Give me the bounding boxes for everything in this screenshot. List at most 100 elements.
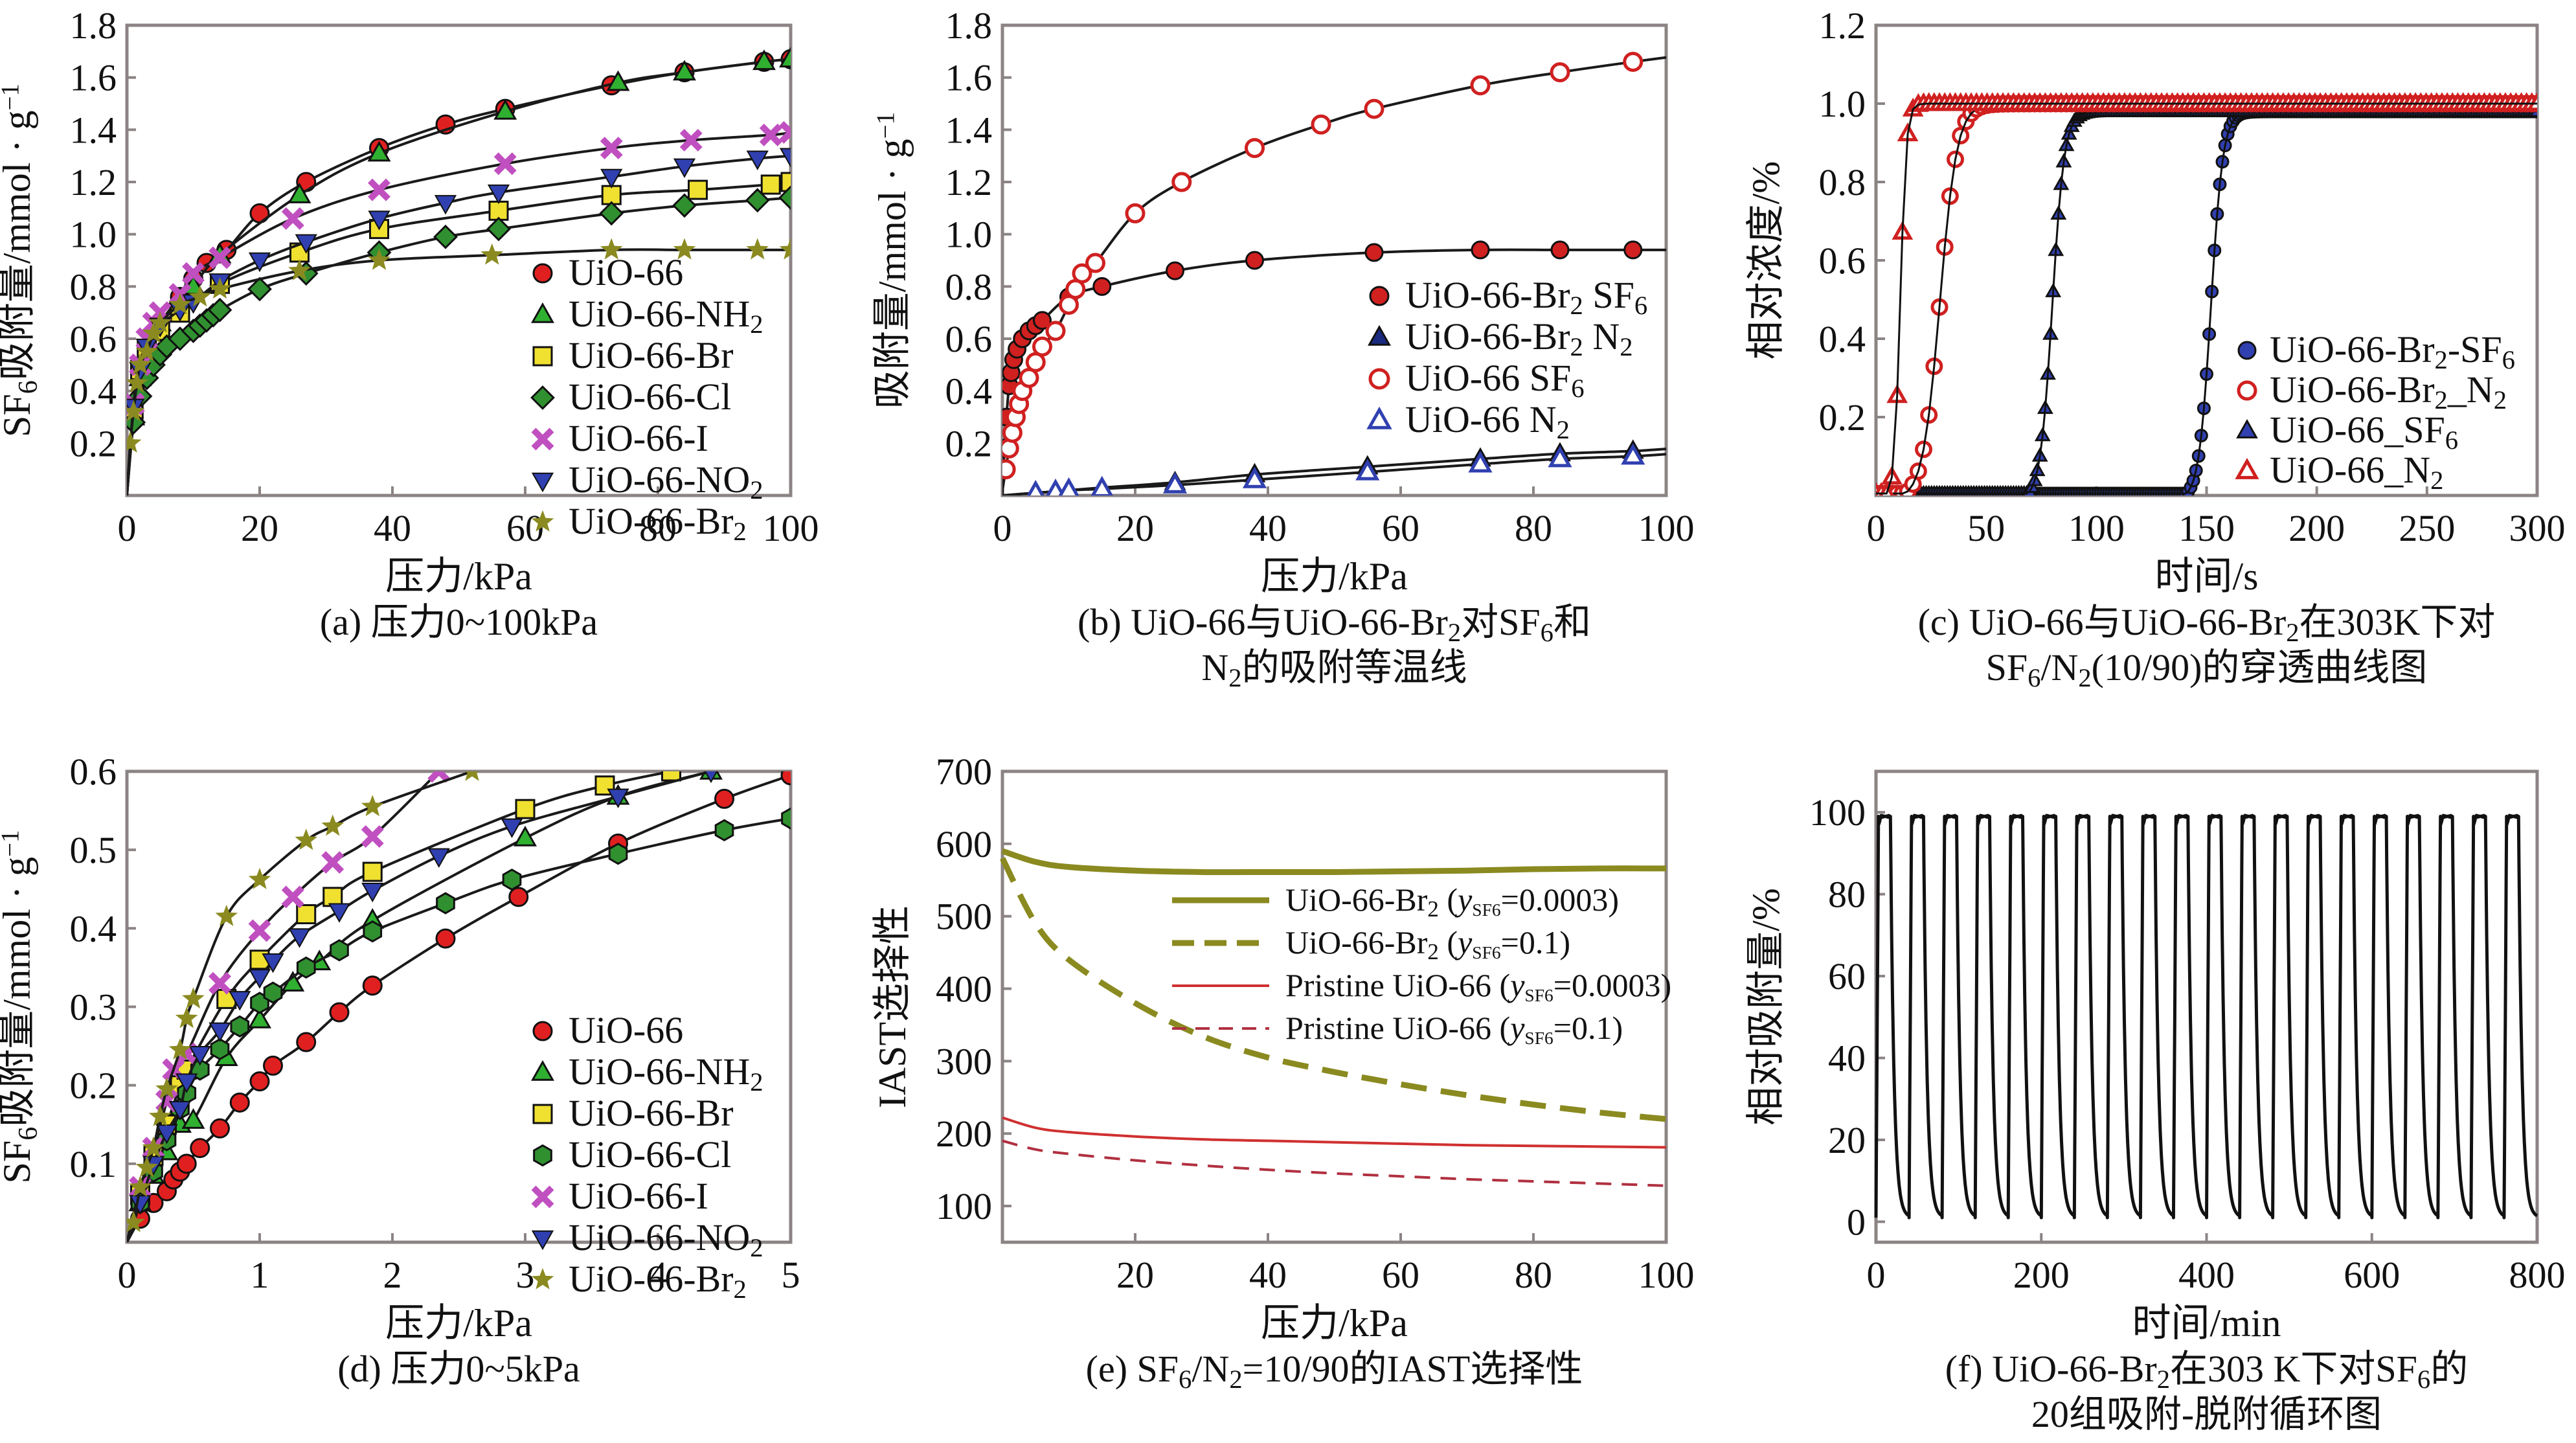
y-tick-label: 0.2	[70, 422, 117, 464]
data-point	[368, 210, 390, 231]
y-tick-label: 100	[936, 1185, 992, 1227]
data-point	[673, 158, 696, 178]
legend-marker	[531, 302, 554, 323]
legend-label: UiO-66-Br2 (ySF6=0.0003)	[1285, 881, 1619, 922]
data-point	[181, 1108, 205, 1129]
data-point	[673, 238, 696, 260]
legend-label: UiO-66-I	[569, 417, 708, 459]
data-point	[1245, 251, 1264, 270]
data-point	[608, 843, 628, 865]
series-line-1	[999, 857, 1667, 1122]
data-point	[155, 1077, 178, 1099]
y-tick-label: 0.4	[70, 370, 117, 413]
data-point	[436, 892, 455, 915]
panel-d-adsorption-0-5kPa: 0 1 2 3 4 5 0.1 0.2 0.3 0.4 0.5 0.6 压力/kPa SF6吸附量/mmo…	[0, 751, 800, 1390]
legend-label: UiO-66 SF6	[1405, 357, 1585, 403]
legend-marker	[2236, 418, 2258, 438]
data-point	[248, 969, 271, 989]
x-tick-label: 80	[1515, 507, 1552, 549]
y-tick-label: 1.8	[945, 5, 993, 47]
data-point	[321, 851, 345, 874]
x-tick-label: 5	[782, 1254, 800, 1296]
data-point	[215, 904, 238, 926]
y-tick-label: 300	[936, 1040, 992, 1082]
data-point	[679, 129, 703, 152]
data-point	[368, 248, 390, 270]
data-point	[295, 828, 318, 850]
data-point	[672, 193, 697, 218]
data-point	[296, 956, 316, 979]
data-point	[361, 825, 384, 848]
data-point	[1471, 240, 1490, 260]
x-tick-label: 200	[2013, 1254, 2070, 1296]
panel-caption: (b) UiO-66与UiO-66-Br2对SF6和	[1078, 601, 1591, 647]
plot-frame	[125, 23, 793, 497]
data-point	[1242, 466, 1267, 488]
data-point	[781, 807, 791, 830]
data-point	[508, 887, 529, 907]
data-point	[779, 47, 791, 68]
series-0	[127, 771, 791, 1242]
y-tick-label: 80	[1828, 874, 1866, 916]
series-line-0	[1001, 848, 1667, 876]
x-axis-label: 压力/kPa	[1261, 555, 1408, 598]
series-6	[127, 238, 791, 495]
y-axis-label: IAST选择性	[871, 905, 914, 1108]
x-tick-label: 80	[1515, 1254, 1552, 1296]
x-axis-label: 压力/kPa	[1261, 1302, 1408, 1345]
legend-marker	[1369, 286, 1390, 306]
data-point	[248, 868, 271, 889]
data-point	[1621, 443, 1645, 465]
y-tick-label: 1.6	[70, 57, 117, 99]
data-point	[190, 1138, 210, 1159]
data-point	[427, 848, 450, 868]
y-tick-label: 0.2	[70, 1065, 117, 1107]
data-point	[1090, 475, 1113, 495]
y-tick-label: 1.2	[1819, 5, 1866, 47]
panel-caption: (d) 压力0~5kPa	[337, 1348, 580, 1390]
data-point	[1550, 62, 1570, 83]
x-tick-label: 2	[383, 1254, 402, 1296]
y-tick-label: 0.4	[945, 370, 993, 413]
legend-label: UiO-66_N2	[2270, 449, 2443, 495]
data-point	[434, 195, 457, 215]
data-point	[1058, 477, 1079, 495]
data-point	[127, 400, 145, 422]
data-point	[1470, 75, 1491, 96]
y-axis-label: SF6吸附量/mmol · g−1	[0, 84, 43, 437]
data-point	[1364, 98, 1384, 119]
data-point	[600, 238, 623, 260]
cycle-curve	[1874, 813, 2538, 1220]
data-point	[188, 285, 212, 307]
y-tick-label: 0	[1847, 1201, 1866, 1243]
data-point	[368, 178, 390, 201]
data-point	[182, 987, 205, 1009]
x-tick-label: 0	[1867, 507, 1886, 549]
x-tick-label: 1	[251, 1254, 269, 1296]
data-point	[135, 339, 159, 361]
y-tick-label: 1.0	[70, 214, 117, 256]
x-tick-label: 40	[1249, 1254, 1287, 1296]
data-point	[752, 49, 776, 71]
data-point	[129, 353, 152, 375]
legend-label: UiO-66-NO2	[569, 1216, 763, 1262]
data-point	[779, 238, 791, 260]
data-point	[281, 207, 304, 230]
data-point	[1171, 172, 1192, 192]
legend-marker	[1366, 406, 1392, 429]
y-tick-label: 0.1	[70, 1143, 117, 1185]
data-point	[148, 311, 172, 333]
y-tick-label: 1.4	[70, 109, 117, 151]
legend-label: UiO-66-Br2	[569, 1258, 747, 1304]
y-tick-label: 0.4	[70, 907, 117, 949]
x-tick-label: 100	[1638, 1254, 1695, 1296]
data-point	[1548, 446, 1572, 468]
legend-label: UiO-66-Br2 (ySF6=0.1)	[1285, 924, 1570, 964]
data-point	[1311, 114, 1331, 135]
x-tick-label: 400	[2178, 1254, 2235, 1296]
data-point	[606, 70, 630, 91]
y-tick-label: 1.2	[945, 161, 993, 203]
y-axis-label: 相对吸附量/%	[1745, 888, 1787, 1126]
y-tick-label: 40	[1828, 1038, 1866, 1080]
legend-marker	[532, 346, 553, 367]
